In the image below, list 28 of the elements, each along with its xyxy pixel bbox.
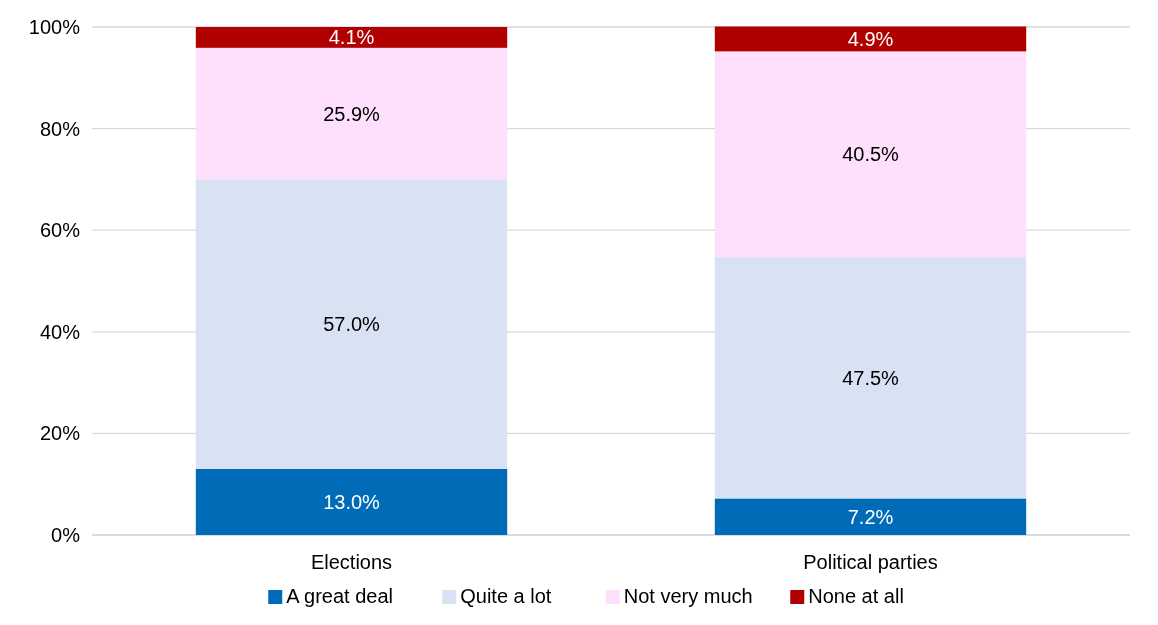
x-tick-label: Elections xyxy=(310,551,393,573)
data-label: 4.9% xyxy=(847,27,894,50)
bar xyxy=(195,27,508,48)
x-tick-label: Political parties xyxy=(803,551,938,573)
data-label: 13.0% xyxy=(323,490,381,513)
y-tick-label: 60% xyxy=(39,219,81,242)
bar xyxy=(714,498,1027,535)
y-tick-label: 0% xyxy=(51,524,81,546)
bar xyxy=(195,468,508,535)
bar xyxy=(195,179,508,469)
legend-label: Quite a lot xyxy=(460,585,552,607)
data-label: 57.0% xyxy=(323,313,381,336)
bar xyxy=(714,26,1027,52)
data-label: 4.1% xyxy=(328,26,375,49)
data-label: 25.9% xyxy=(323,102,381,125)
data-label: 40.5% xyxy=(842,143,900,166)
bar xyxy=(714,257,1027,499)
data-label: 7.2% xyxy=(847,505,894,528)
y-tick-label: 100% xyxy=(28,16,81,38)
y-tick-label: 40% xyxy=(39,320,81,343)
legend-label: None at all xyxy=(808,585,904,607)
bar xyxy=(714,51,1027,258)
y-tick-label: 80% xyxy=(39,117,81,140)
y-tick-label: 20% xyxy=(39,422,81,445)
legend-label: Not very much xyxy=(623,585,753,607)
bar xyxy=(195,47,508,180)
data-label: 47.5% xyxy=(842,366,900,389)
legend-label: A great deal xyxy=(286,585,393,607)
